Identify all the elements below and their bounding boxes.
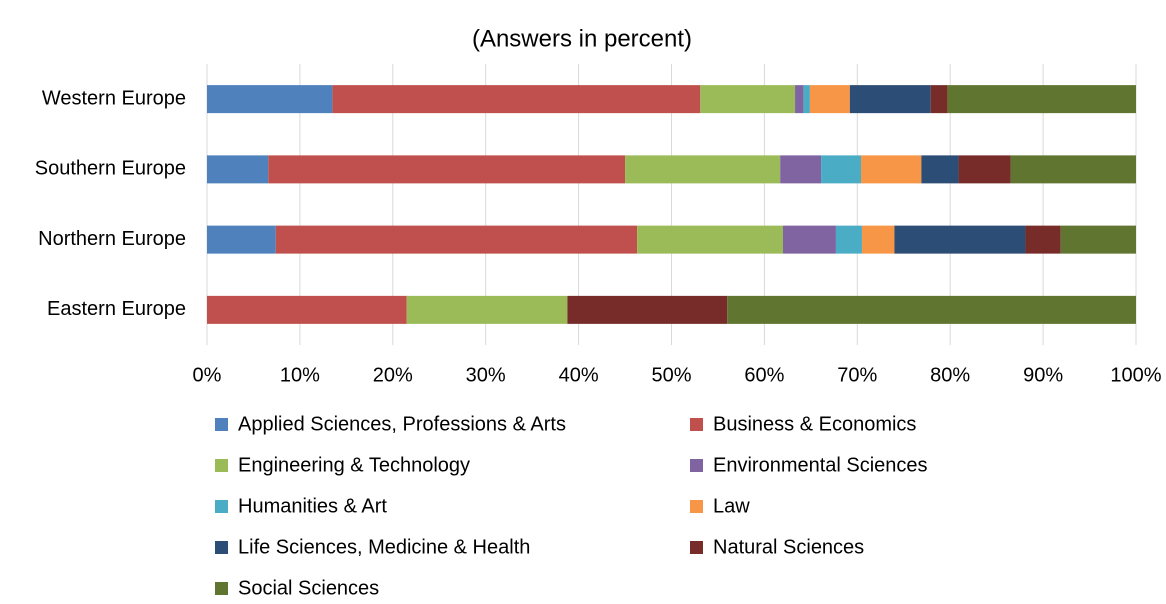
legend-swatch [690, 500, 703, 513]
bar-segment [625, 155, 781, 184]
y-tick-label: Northern Europe [38, 228, 186, 250]
bar-segment [894, 225, 1026, 254]
y-tick-label: Western Europe [42, 87, 186, 109]
legend-swatch [215, 541, 228, 554]
legend-label: Applied Sciences, Professions & Arts [238, 413, 566, 435]
y-tick-label: Eastern Europe [47, 298, 186, 320]
legend-label: Engineering & Technology [238, 454, 470, 476]
bar-segment [727, 295, 1136, 324]
x-tick-label: 10% [280, 364, 320, 386]
bar-segment [921, 155, 959, 184]
x-tick-label: 90% [1023, 364, 1063, 386]
legend-swatch [215, 418, 228, 431]
bar-segment [930, 85, 948, 114]
bar-segment [803, 85, 810, 114]
legend-label: Life Sciences, Medicine & Health [238, 536, 530, 558]
x-tick-label: 60% [744, 364, 784, 386]
bar-segment [835, 225, 862, 254]
legend-swatch [215, 582, 228, 595]
legend-swatch [215, 500, 228, 513]
legend-swatch [690, 459, 703, 472]
bar-segment [821, 155, 862, 184]
x-tick-label: 30% [466, 364, 506, 386]
bar-segment [207, 225, 276, 254]
bar-segment [332, 85, 701, 114]
bar-segment [637, 225, 783, 254]
legend-swatch [690, 541, 703, 554]
bar-segment [1025, 225, 1061, 254]
bar-segment [947, 85, 1136, 114]
legend-swatch [215, 459, 228, 472]
bar-segment [795, 85, 804, 114]
x-tick-label: 50% [651, 364, 691, 386]
chart-title: (Answers in percent) [472, 25, 692, 52]
x-tick-label: 70% [837, 364, 877, 386]
bar-segment [207, 85, 333, 114]
x-tick-label: 100% [1110, 364, 1161, 386]
legend-label: Humanities & Art [238, 495, 387, 517]
bar-segment [275, 225, 638, 254]
legend-label: Environmental Sciences [713, 454, 928, 476]
legend-label: Social Sciences [238, 577, 379, 599]
bar-segment [780, 155, 822, 184]
bar-segment [782, 225, 836, 254]
bar-segment [809, 85, 850, 114]
y-tick-label: Southern Europe [35, 158, 186, 180]
bar-segment [700, 85, 796, 114]
x-tick-label: 40% [559, 364, 599, 386]
bar-segment [268, 155, 626, 184]
bar-segment [1010, 155, 1136, 184]
x-tick-label: 80% [930, 364, 970, 386]
legend-label: Law [713, 495, 750, 517]
bar-segment [861, 225, 895, 254]
x-tick-label: 20% [373, 364, 413, 386]
x-tick-label: 0% [193, 364, 222, 386]
legend-swatch [690, 418, 703, 431]
legend-label: Business & Economics [713, 413, 916, 435]
bar-segment [1060, 225, 1136, 254]
bar-segment [861, 155, 922, 184]
bar-segment [207, 295, 407, 324]
bar-segment [958, 155, 1011, 184]
legend-label: Natural Sciences [713, 536, 864, 558]
bar-segment [406, 295, 568, 324]
bar-segment [567, 295, 728, 324]
bar-segment [207, 155, 269, 184]
bar-segment [849, 85, 931, 114]
